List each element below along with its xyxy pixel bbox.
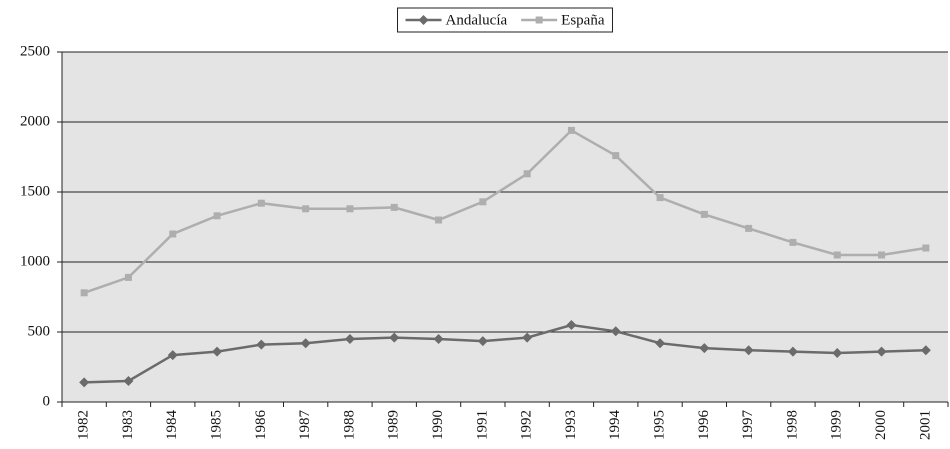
x-tick-label: 1982 — [76, 410, 92, 440]
y-tick-label: 1500 — [20, 183, 50, 199]
x-tick-label: 1985 — [208, 410, 224, 440]
legend: Andalucía España — [397, 7, 613, 33]
marker — [302, 205, 310, 213]
marker — [213, 212, 221, 220]
series-line — [84, 323, 926, 384]
x-tick-label: 1987 — [297, 410, 313, 441]
x-tick-label: 1997 — [740, 410, 756, 441]
marker — [655, 338, 666, 349]
marker — [566, 320, 577, 330]
marker — [920, 345, 931, 356]
marker — [418, 15, 429, 25]
marker — [699, 343, 710, 354]
marker — [789, 238, 797, 246]
x-tick-label: 1990 — [430, 410, 446, 440]
x-tick-label: 1996 — [696, 410, 712, 441]
x-tick-label: 1983 — [120, 410, 136, 440]
marker — [833, 251, 841, 259]
legend-label: Andalucía — [446, 12, 508, 28]
marker — [212, 346, 223, 357]
marker — [390, 203, 398, 211]
x-tick-label: 2001 — [917, 410, 933, 440]
x-tick-label: 1986 — [253, 410, 269, 441]
marker — [535, 16, 543, 24]
x-tick-label: 1999 — [829, 410, 845, 440]
marker — [479, 198, 487, 206]
marker — [700, 210, 708, 218]
marker — [346, 205, 354, 213]
x-tick-label: 1994 — [607, 410, 623, 441]
marker — [124, 273, 132, 281]
marker — [435, 216, 443, 224]
marker — [878, 251, 886, 259]
marker — [344, 334, 355, 344]
y-tick-label: 500 — [28, 323, 51, 339]
marker — [123, 376, 134, 386]
marker — [167, 350, 178, 361]
plot-area — [62, 52, 948, 402]
legend-label: España — [561, 12, 605, 28]
marker — [389, 332, 400, 343]
y-tick-label: 0 — [43, 393, 51, 409]
marker — [743, 345, 754, 356]
y-tick-label: 2000 — [20, 113, 50, 129]
y-tick-label: 2500 — [20, 43, 50, 59]
marker — [433, 334, 444, 344]
marker — [257, 199, 265, 207]
marker — [477, 336, 488, 347]
x-tick-label: 1988 — [341, 410, 357, 440]
x-tick-label: 1998 — [784, 410, 800, 440]
x-tick-label: 2000 — [873, 410, 889, 440]
marker — [300, 338, 311, 349]
marker — [169, 230, 177, 238]
marker — [612, 152, 620, 160]
x-tick-label: 1991 — [474, 410, 490, 440]
marker — [787, 346, 798, 357]
marker — [256, 339, 267, 350]
series-line — [83, 128, 927, 294]
x-tick-label: 1992 — [519, 410, 535, 440]
marker — [80, 289, 88, 297]
marker — [522, 332, 533, 343]
x-tick-label: 1989 — [386, 410, 402, 440]
y-tick-label: 1000 — [20, 253, 50, 269]
x-tick-label: 1984 — [164, 410, 180, 441]
marker — [567, 126, 575, 134]
marker — [745, 224, 753, 232]
x-tick-label: 1995 — [651, 410, 667, 440]
marker — [922, 244, 930, 252]
marker — [523, 170, 531, 178]
marker — [876, 346, 887, 357]
marker — [832, 348, 843, 358]
x-tick-label: 1993 — [563, 410, 579, 440]
marker — [656, 194, 664, 202]
marker — [79, 377, 90, 388]
marker — [610, 326, 621, 337]
